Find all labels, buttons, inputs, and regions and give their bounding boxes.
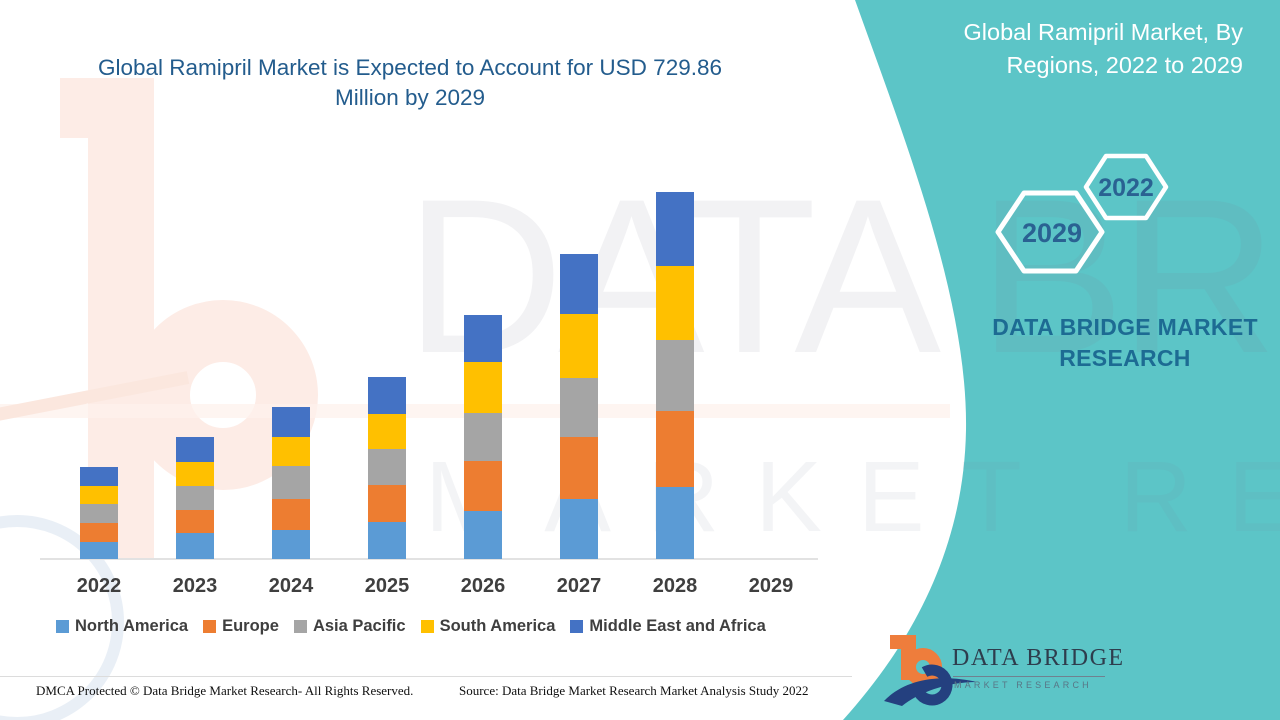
brand-text-line1: DATA BRIDGE MARKET <box>992 314 1258 340</box>
legend-item-asia-pacific: Asia Pacific <box>293 617 406 636</box>
bar-segment-2028-europe <box>656 411 694 487</box>
bar-segment-2024-europe <box>272 499 310 530</box>
data-bridge-logo: DATA BRIDGE MARKET RESEARCH <box>884 630 1224 712</box>
hexagon-2022-outline <box>1083 153 1169 221</box>
x-axis-label-2028: 2028 <box>652 575 698 597</box>
page-title-line2: Million by 2029 <box>334 85 486 110</box>
bar-segment-2027-middle-east-and-africa <box>560 254 598 314</box>
bar-segment-2022-south-america <box>80 486 118 504</box>
panel-heading-line2: Regions, 2022 to 2029 <box>1006 52 1244 78</box>
legend-swatch-south-america <box>420 620 434 633</box>
hexagon-2029-outline <box>995 190 1105 274</box>
page-title-line1: Global Ramipril Market is Expected to Ac… <box>97 55 723 80</box>
legend-label-south-america: South America <box>439 617 556 635</box>
brand-text-line2: RESEARCH <box>1059 345 1191 371</box>
bar-segment-2025-middle-east-and-africa <box>368 377 406 414</box>
bar-segment-2023-north-america <box>176 533 214 559</box>
legend-item-europe: Europe <box>203 617 279 636</box>
bar-segment-2024-south-america <box>272 437 310 466</box>
bar-segment-2026-middle-east-and-africa <box>464 315 502 362</box>
hexagon-2022-label: 2022 <box>1098 174 1154 202</box>
bar-segment-2025-south-america <box>368 414 406 449</box>
hexagon-2029-label: 2029 <box>1022 218 1082 248</box>
legend-item-north-america: North America <box>56 617 188 636</box>
bar-segment-2025-europe <box>368 485 406 522</box>
bar-segment-2026-south-america <box>464 362 502 413</box>
watermark-text-line1: DATA BRIDGE <box>405 153 1280 399</box>
data-bridge-logo-icon <box>884 635 977 706</box>
bar-segment-2026-north-america <box>464 511 502 559</box>
data-bridge-logo-subtext: MARKET RESEARCH <box>954 680 1092 690</box>
bar-segment-2022-north-america <box>80 542 118 559</box>
x-axis-label-2029: 2029 <box>748 575 794 597</box>
legend-swatch-middle-east-and-africa <box>570 620 584 633</box>
page-title: Global Ramipril Market is Expected to Ac… <box>60 53 760 113</box>
bar-segment-2028-asia-pacific <box>656 340 694 411</box>
chart-legend: North America Europe Asia Pacific South Ame… <box>56 617 781 636</box>
hexagon-badges: 2029 2022 <box>995 153 1169 274</box>
bar-segment-2026-europe <box>464 461 502 511</box>
x-axis-label-2022: 2022 <box>76 575 122 597</box>
x-axis-label-2023: 2023 <box>172 575 218 597</box>
footer-source-text: Source: Data Bridge Market Research Mark… <box>459 683 809 698</box>
bar-segment-2025-north-america <box>368 522 406 559</box>
bar-segment-2025-asia-pacific <box>368 449 406 485</box>
x-axis-label-2026: 2026 <box>460 575 506 597</box>
bar-segment-2022-middle-east-and-africa <box>80 467 118 486</box>
bar-segment-2027-north-america <box>560 499 598 559</box>
legend-swatch-europe <box>203 620 217 633</box>
x-axis-label-2024: 2024 <box>268 575 314 597</box>
bar-segment-2024-middle-east-and-africa <box>272 407 310 437</box>
legend-label-asia-pacific: Asia Pacific <box>312 617 406 635</box>
x-axis-label-2027: 2027 <box>556 575 602 597</box>
x-axis-line <box>40 558 818 560</box>
data-bridge-logo-wordmark: DATA BRIDGE <box>952 645 1125 671</box>
legend-item-south-america: South America <box>420 617 556 636</box>
bar-segment-2023-asia-pacific <box>176 486 214 510</box>
bar-segment-2026-asia-pacific <box>464 413 502 461</box>
bar-segment-2023-europe <box>176 510 214 533</box>
bar-segment-2023-middle-east-and-africa <box>176 437 214 462</box>
bar-segment-2027-europe <box>560 437 598 499</box>
panel-heading: Global Ramipril Market, By Regions, 2022… <box>964 16 1243 82</box>
bar-segment-2027-south-america <box>560 314 598 378</box>
bar-segment-2028-middle-east-and-africa <box>656 192 694 266</box>
brand-text: DATA BRIDGE MARKET RESEARCH <box>980 312 1270 374</box>
bar-segment-2022-europe <box>80 523 118 542</box>
panel-heading-line1: Global Ramipril Market, By <box>963 19 1243 45</box>
footer-divider <box>0 676 852 677</box>
bar-segment-2027-asia-pacific <box>560 378 598 437</box>
x-axis-label-2025: 2025 <box>364 575 410 597</box>
data-bridge-logo-underline <box>953 676 1105 677</box>
bar-segment-2022-asia-pacific <box>80 504 118 523</box>
legend-swatch-north-america <box>56 620 69 633</box>
legend-label-europe: Europe <box>222 617 279 635</box>
bar-segment-2028-south-america <box>656 266 694 340</box>
bar-segment-2024-north-america <box>272 530 310 559</box>
bar-segment-2023-south-america <box>176 462 214 486</box>
legend-swatch-asia-pacific <box>293 620 307 633</box>
legend-label-middle-east-and-africa: Middle East and Africa <box>589 617 766 635</box>
bar-segment-2028-north-america <box>656 487 694 559</box>
legend-label-north-america: North America <box>75 617 189 635</box>
bar-segment-2024-asia-pacific <box>272 466 310 499</box>
footer-dmca-text: DMCA Protected © Data Bridge Market Rese… <box>36 683 414 698</box>
legend-item-middle-east-and-africa: Middle East and Africa <box>570 617 766 636</box>
